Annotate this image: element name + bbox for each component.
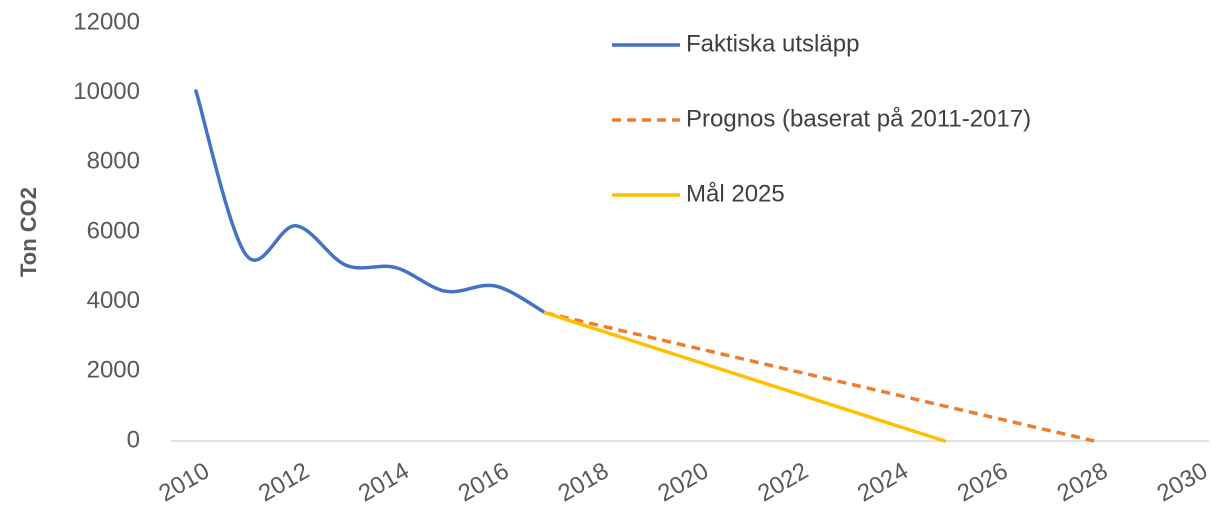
- legend-label: Faktiska utsläpp: [686, 30, 859, 57]
- y-tick-label: 8000: [87, 148, 140, 175]
- y-tick-label: 4000: [87, 287, 140, 314]
- x-tick-label: 2020: [653, 457, 713, 507]
- y-axis-label: Ton CO2: [16, 187, 41, 277]
- x-tick-label: 2030: [1152, 457, 1212, 507]
- x-tick-label: 2014: [354, 457, 414, 507]
- legend-label: Prognos (baserat på 2011-2017): [686, 105, 1031, 132]
- x-tick-label: 2010: [154, 457, 214, 507]
- y-tick-label: 10000: [73, 78, 140, 105]
- line-series: [543, 311, 947, 443]
- x-tick-label: 2012: [254, 457, 314, 507]
- legend-label: Mål 2025: [686, 180, 785, 207]
- y-tick-label: 0: [127, 426, 140, 453]
- y-tick-label: 6000: [87, 217, 140, 244]
- y-tick-label: 2000: [87, 357, 140, 384]
- x-tick-label: 2016: [454, 457, 514, 507]
- line-series: [194, 89, 548, 315]
- x-tick-label: 2018: [554, 457, 614, 507]
- x-tick-label: 2028: [1053, 457, 1113, 507]
- x-tick-label: 2022: [753, 457, 813, 507]
- y-tick-label: 12000: [73, 8, 140, 35]
- x-tick-label: 2026: [953, 457, 1013, 507]
- x-tick-label: 2024: [853, 457, 913, 507]
- line-series: [544, 311, 1095, 443]
